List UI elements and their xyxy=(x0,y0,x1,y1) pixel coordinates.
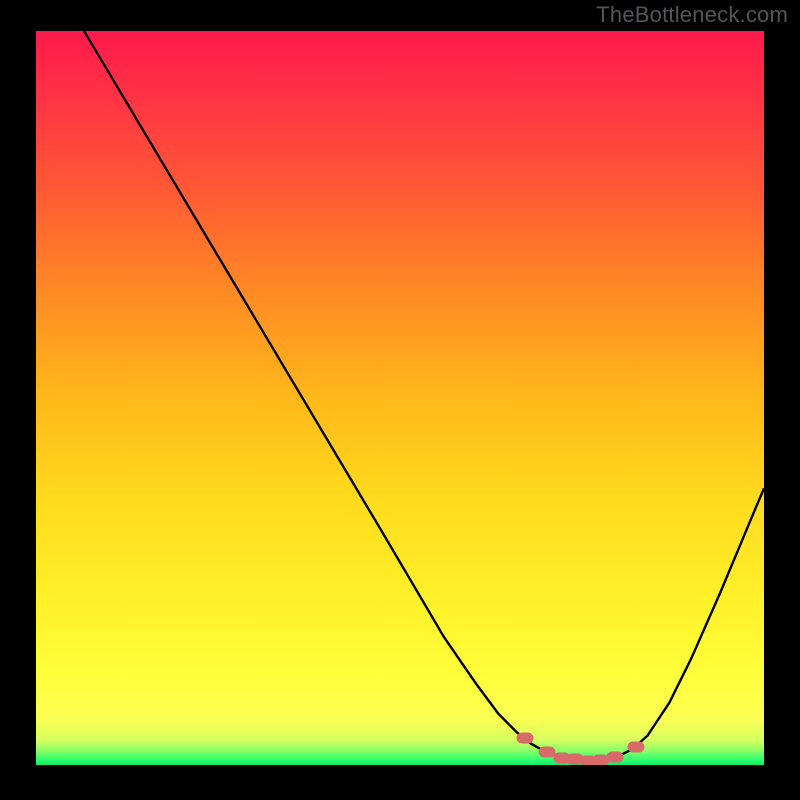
attribution-text: TheBottleneck.com xyxy=(596,2,788,28)
curve-path xyxy=(84,31,764,761)
bottleneck-curve xyxy=(36,31,764,765)
chart-frame: { "attribution": { "text": "TheBottlenec… xyxy=(0,0,800,800)
curve-marker xyxy=(627,742,644,753)
plot-area xyxy=(36,31,764,765)
curve-marker xyxy=(517,732,534,743)
curve-marker xyxy=(607,751,624,762)
